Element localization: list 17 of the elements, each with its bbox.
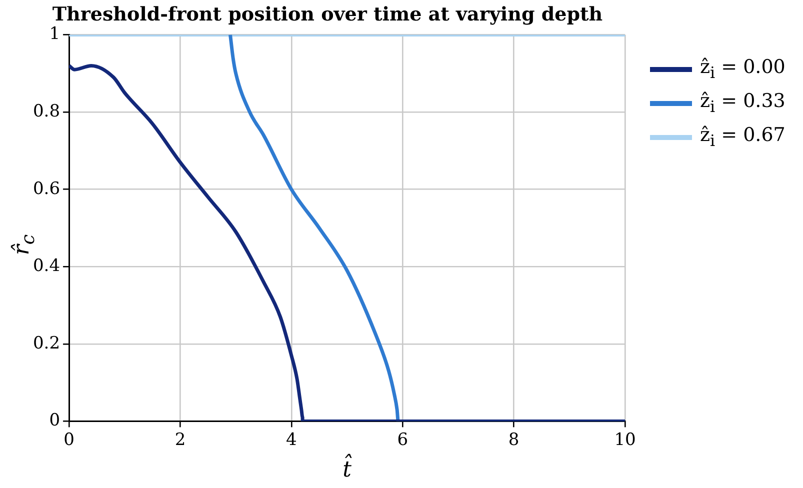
y-tick-label: 0.4 [32, 256, 60, 276]
x-tick-label: 6 [397, 430, 408, 450]
y-tick-label: 1 [49, 24, 60, 44]
x-tick-label: 10 [614, 430, 636, 450]
x-axis-title: t̂ [342, 454, 352, 483]
y-tick-label: 0 [49, 410, 60, 431]
x-tick-label: 4 [286, 430, 297, 450]
legend-label: ẑ$_{i}$ = 0.67 [700, 124, 786, 150]
y-tick-label: 0.6 [32, 178, 60, 199]
x-tick-label: 2 [174, 430, 186, 450]
y-tick-label: 0.8 [32, 102, 60, 122]
legend-label: ẑ$_{i}$ = 0.33 [700, 90, 786, 116]
x-tick-label: 0 [64, 430, 74, 450]
chart-title: Threshold-front position over time at varying depth [52, 3, 603, 26]
y-tick-label: 0.2 [32, 333, 60, 354]
legend-label: ẑ$_{i}$ = 0.00 [700, 56, 786, 82]
x-tick-label: 8 [508, 430, 520, 450]
